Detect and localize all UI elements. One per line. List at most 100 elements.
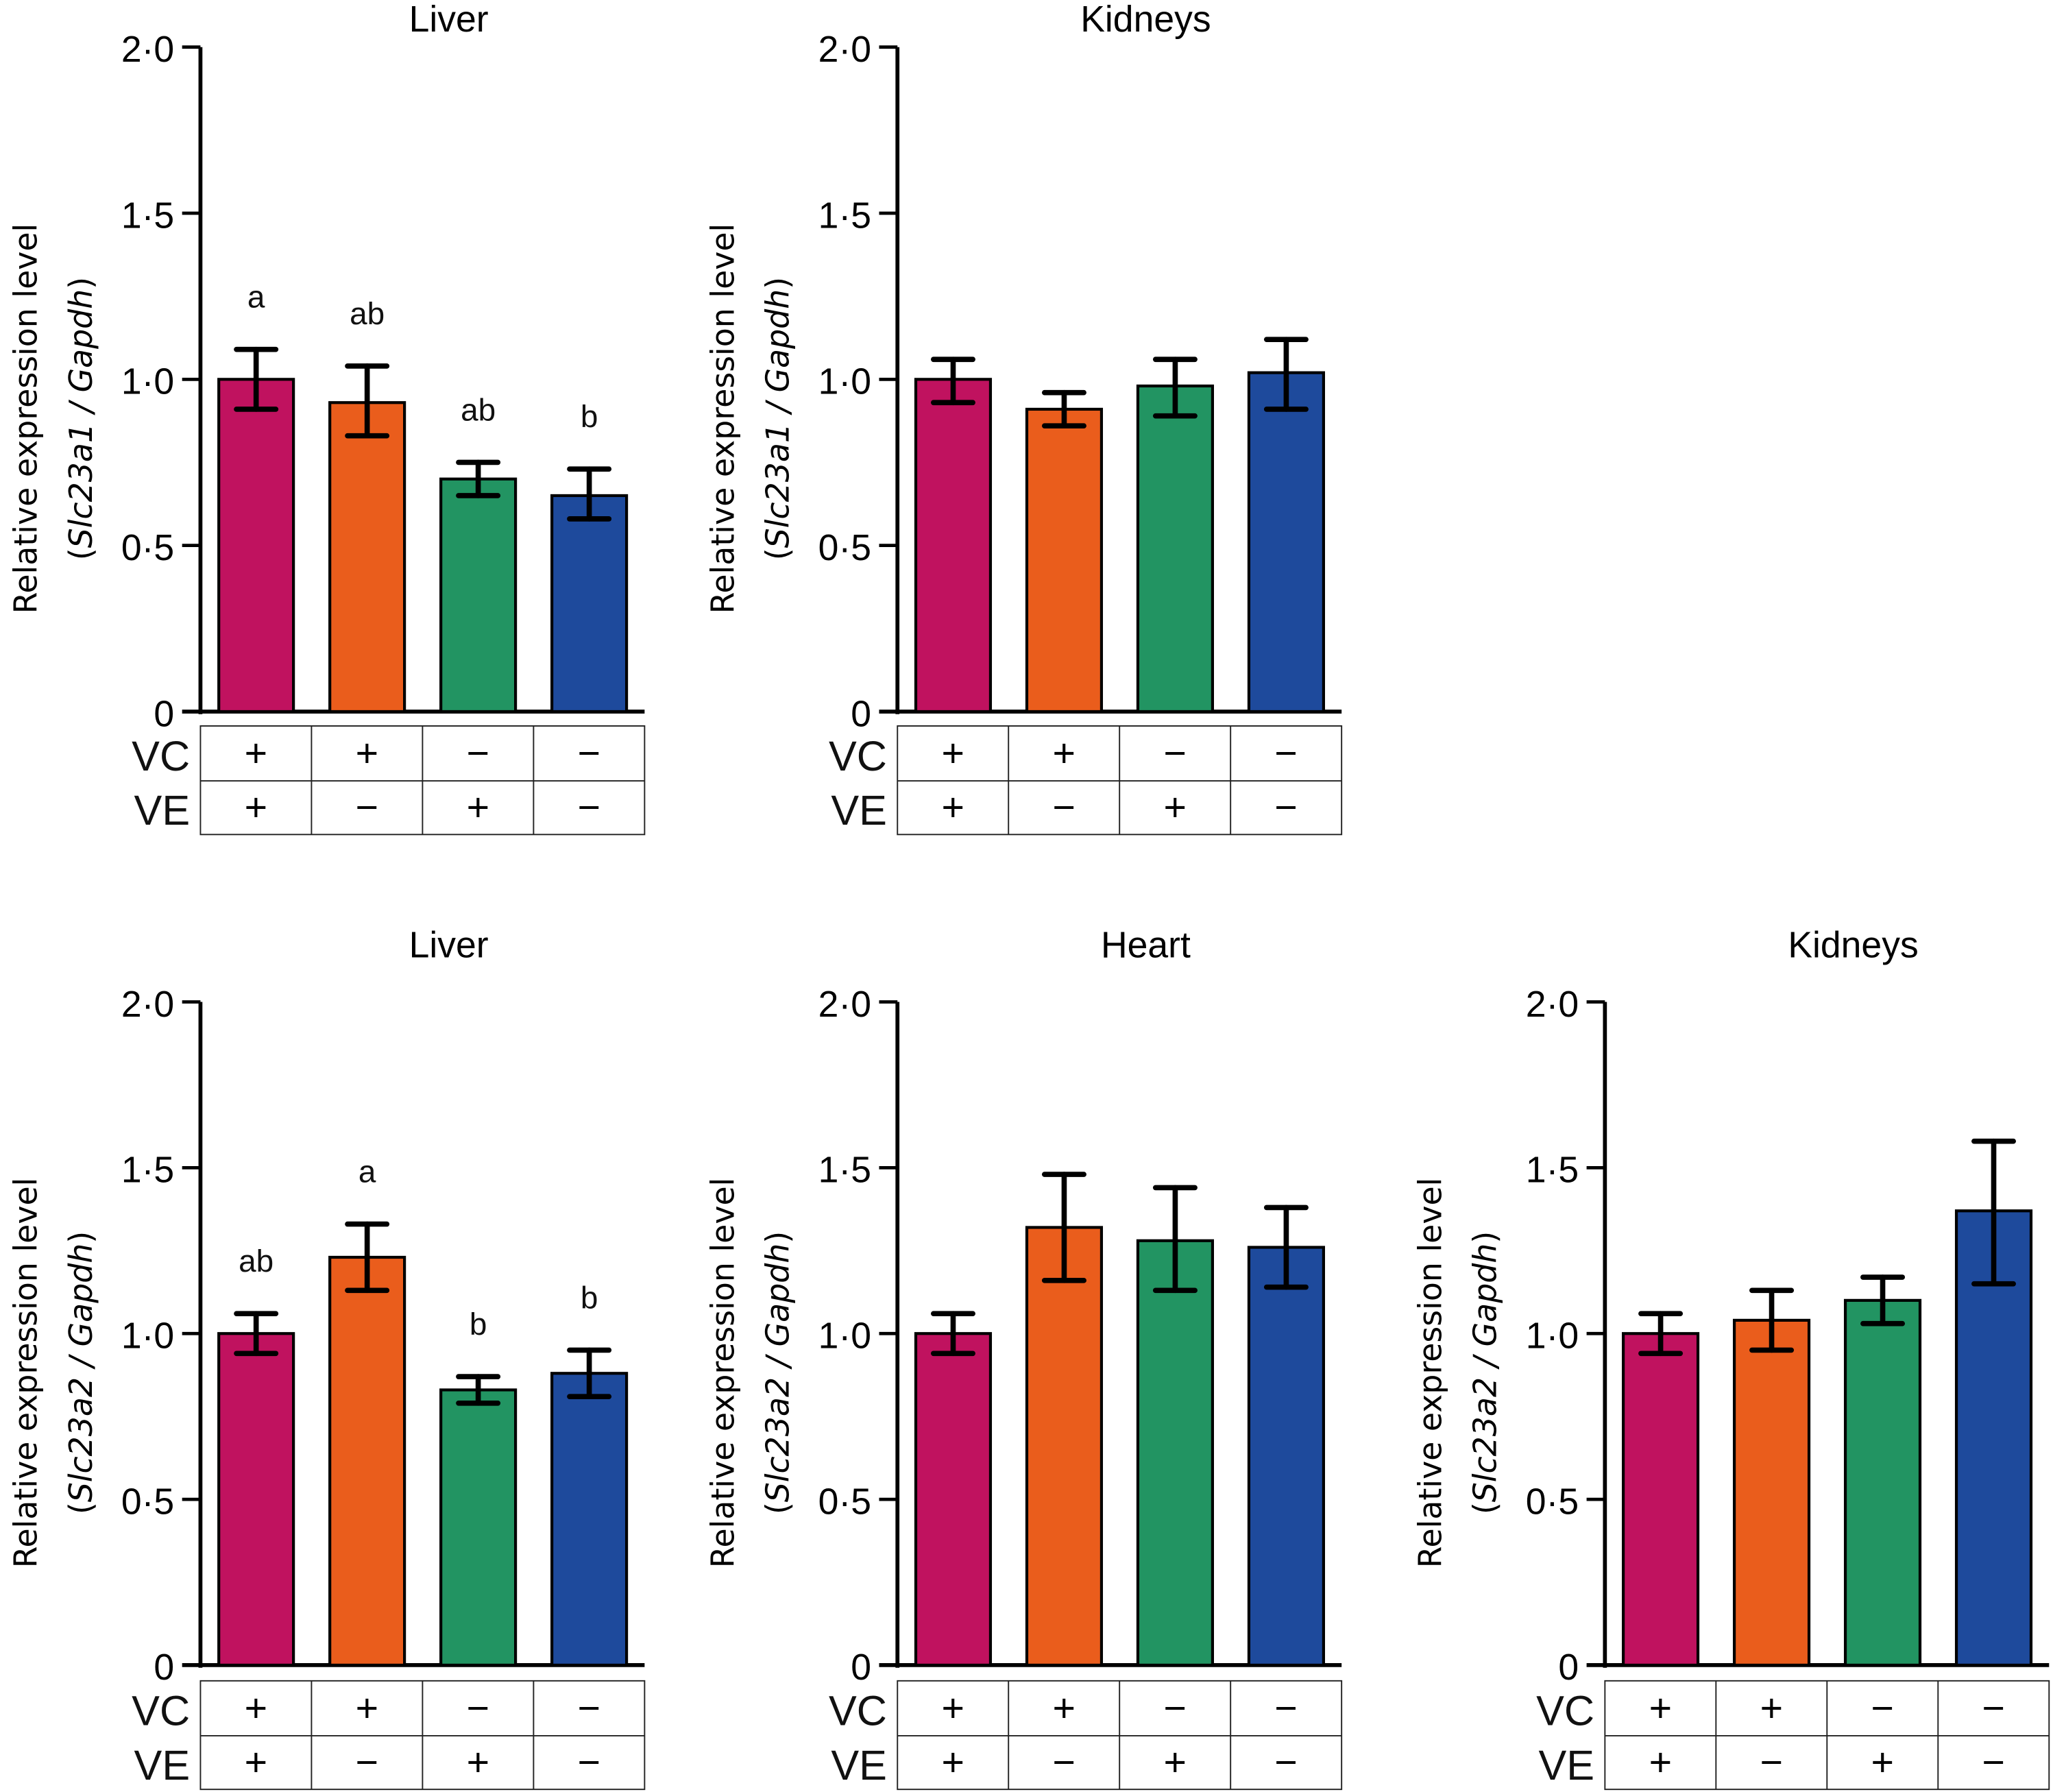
y-tick-label: 0·5 bbox=[121, 528, 174, 568]
table-cell-ve: + bbox=[1163, 786, 1186, 830]
table-cell-ve: + bbox=[1649, 1741, 1672, 1784]
bar-1 bbox=[217, 1332, 295, 1667]
y-axis-sublabel: (Slc23a2 / Gapdh) bbox=[62, 1231, 99, 1514]
y-tick-label: 0 bbox=[851, 1647, 871, 1688]
y-tick-label: 1·5 bbox=[818, 1150, 871, 1191]
y-axis-sublabel-gene-ratio: Slc23a1 / Gapdh bbox=[62, 289, 99, 548]
bar-3 bbox=[1136, 1239, 1215, 1667]
y-tick-label: 1·5 bbox=[818, 195, 871, 236]
y-axis-sublabel: (Slc23a1 / Gapdh) bbox=[62, 277, 99, 560]
table-cell-vc: + bbox=[356, 1686, 378, 1730]
y-axis-label: Relative expression level bbox=[704, 223, 741, 614]
y-axis-sublabel: (Slc23a1 / Gapdh) bbox=[760, 277, 797, 560]
table-row-label-vc: VC bbox=[132, 733, 190, 779]
bar-2 bbox=[1732, 1318, 1811, 1667]
table-cell-vc: − bbox=[1982, 1686, 2005, 1730]
y-axis-sublabel-gene-ratio: Slc23a2 / Gapdh bbox=[62, 1244, 99, 1503]
y-axis-label: Relative expression level bbox=[7, 1178, 44, 1569]
table-cell-ve: + bbox=[245, 786, 267, 830]
significance-label: ab bbox=[239, 1244, 274, 1279]
table-cell-ve: + bbox=[1871, 1741, 1894, 1784]
table-row-label-vc: VC bbox=[1536, 1688, 1594, 1734]
y-tick-label: 0 bbox=[1558, 1647, 1579, 1688]
bar-2 bbox=[328, 401, 406, 714]
y-tick-label: 2·0 bbox=[818, 984, 871, 1025]
y-axis-sublabel-gene-ratio: Slc23a2 / Gapdh bbox=[1467, 1244, 1504, 1503]
table-cell-ve: − bbox=[1052, 786, 1075, 830]
table-row-label-ve: VE bbox=[831, 1742, 887, 1789]
table-cell-vc: − bbox=[1871, 1686, 1894, 1730]
y-axis-sublabel-close: ) bbox=[62, 1231, 99, 1244]
table-cell-ve: + bbox=[941, 1741, 964, 1784]
table-cell-ve: − bbox=[1052, 1741, 1075, 1784]
bar-3 bbox=[439, 1388, 518, 1667]
chart-title: Kidneys bbox=[1788, 925, 1918, 966]
y-tick-label: 0·5 bbox=[121, 1481, 174, 1522]
chart-panel-liver-slc23a1: Liver Relative expression level (Slc23a1 /… bbox=[7, 0, 646, 836]
y-axis-sublabel-open: ( bbox=[1467, 1502, 1504, 1514]
chart-title: Heart bbox=[1101, 925, 1191, 966]
y-tick-label: 0·5 bbox=[818, 528, 871, 568]
table-cell-ve: − bbox=[1274, 786, 1297, 830]
chart-title: Kidneys bbox=[1080, 0, 1211, 40]
y-axis-sublabel-gene-ratio: Slc23a2 / Gapdh bbox=[760, 1244, 797, 1503]
table-cell-vc: + bbox=[1760, 1686, 1783, 1730]
y-tick-label: 1·5 bbox=[121, 195, 174, 236]
table-cell-vc: − bbox=[1274, 731, 1297, 775]
bar-4 bbox=[1247, 371, 1325, 714]
significance-label: b bbox=[581, 1280, 598, 1315]
bar-3 bbox=[1136, 384, 1215, 714]
y-axis-sublabel-close: ) bbox=[1467, 1231, 1504, 1244]
significance-label: ab bbox=[350, 296, 385, 331]
y-axis-sublabel-close: ) bbox=[760, 277, 797, 289]
table-cell-vc: + bbox=[1052, 731, 1075, 775]
y-tick-label: 1·5 bbox=[121, 1150, 174, 1191]
table-cell-ve: − bbox=[1274, 1741, 1297, 1784]
bar-1 bbox=[217, 378, 295, 714]
chart-title: Liver bbox=[409, 925, 489, 966]
chart-panel-kidneys-slc23a2: Kidneys Relative expression level (Slc23a2… bbox=[1411, 925, 2050, 1791]
y-axis-sublabel: (Slc23a2 / Gapdh) bbox=[760, 1231, 797, 1514]
table-row-label-vc: VC bbox=[829, 1688, 887, 1734]
table-cell-ve: − bbox=[1982, 1741, 2005, 1784]
y-tick-label: 2·0 bbox=[1526, 984, 1579, 1025]
table-cell-vc: − bbox=[467, 731, 489, 775]
table-cell-ve: − bbox=[356, 1741, 378, 1784]
chart-panel-heart-slc23a2: Heart Relative expression level (Slc23a2 /… bbox=[704, 925, 1343, 1791]
table-cell-vc: − bbox=[578, 1686, 600, 1730]
y-tick-label: 0·5 bbox=[818, 1481, 871, 1522]
table-cell-vc: + bbox=[245, 1686, 267, 1730]
table-cell-vc: + bbox=[1052, 1686, 1075, 1730]
significance-label: a bbox=[247, 280, 265, 315]
y-axis-label: Relative expression level bbox=[704, 1178, 741, 1569]
bar-1 bbox=[1621, 1332, 1700, 1667]
y-tick-label: 0 bbox=[154, 1647, 174, 1688]
table-cell-ve: + bbox=[941, 786, 964, 830]
table-cell-ve: + bbox=[467, 786, 489, 830]
y-tick-label: 0 bbox=[851, 694, 871, 734]
table-cell-vc: − bbox=[1274, 1686, 1297, 1730]
y-axis-sublabel-close: ) bbox=[760, 1231, 797, 1244]
y-tick-label: 1·5 bbox=[1526, 1150, 1579, 1191]
y-tick-label: 0·5 bbox=[1526, 1481, 1579, 1522]
table-cell-vc: + bbox=[245, 731, 267, 775]
chart-panel-liver-slc23a2: Liver Relative expression level (Slc23a2 /… bbox=[7, 925, 646, 1791]
y-tick-label: 1·0 bbox=[121, 1316, 174, 1357]
table-row-label-ve: VE bbox=[1538, 1742, 1594, 1789]
significance-label: ab bbox=[461, 392, 496, 427]
y-tick-label: 1·0 bbox=[818, 362, 871, 402]
table-row-label-ve: VE bbox=[134, 787, 191, 834]
y-tick-label: 2·0 bbox=[818, 29, 871, 70]
table-cell-vc: − bbox=[578, 731, 600, 775]
table-cell-ve: + bbox=[1163, 1741, 1186, 1784]
table-cell-vc: + bbox=[356, 731, 378, 775]
y-axis-sublabel-open: ( bbox=[760, 1502, 797, 1514]
table-row-label-ve: VE bbox=[134, 1742, 191, 1789]
y-axis-sublabel-close: ) bbox=[62, 277, 99, 289]
table-cell-vc: − bbox=[1163, 731, 1186, 775]
bar-2 bbox=[328, 1255, 406, 1667]
y-tick-label: 1·0 bbox=[1526, 1316, 1579, 1357]
y-tick-label: 1·0 bbox=[818, 1316, 871, 1357]
y-tick-label: 0 bbox=[154, 694, 174, 734]
bar-1 bbox=[914, 378, 993, 714]
